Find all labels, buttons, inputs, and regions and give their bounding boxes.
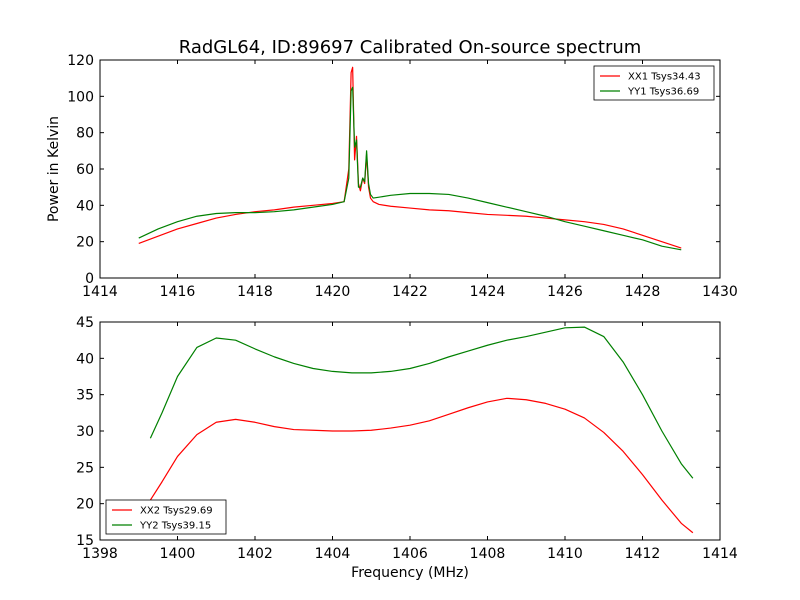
top-legend: XX1 Tsys34.43 YY1 Tsys36.69 [593,65,715,101]
bottom-x-tick-label: 1412 [625,546,661,562]
top-legend-label-1: XX1 Tsys34.43 [628,72,701,83]
bottom-y-tick-label: 40 [76,351,94,367]
top-x-tick-label: 1422 [392,284,428,300]
bottom-x-tick-label: 1414 [702,546,738,562]
top-x-tick-label: 1414 [82,284,118,300]
bottom-series-line-2 [149,326,694,479]
top-y-tick-label: 20 [76,235,94,251]
bottom-series-line-1 [149,397,694,534]
top-plot: 1414 1416 1418 1420 1422 1424 1426 1428 1430 0 20 4… [67,53,738,300]
top-legend-box [593,65,715,101]
bottom-x-tick-label: 1398 [82,546,118,562]
top-x-tick-label: 1428 [625,284,661,300]
figure-title: RadGL64, ID:89697 Calibrated On-source s… [179,37,642,58]
bottom-x-tick-label: 1402 [237,546,273,562]
top-x-tick-label: 1420 [315,284,351,300]
bottom-legend: XX2 Tsys29.69 YY2 Tsys39.15 [105,499,227,535]
top-x-tick-label: 1418 [237,284,273,300]
top-y-tick-label: 40 [76,198,94,214]
bottom-x-tick-label: 1410 [547,546,583,562]
top-y-tick-label: 0 [85,271,94,287]
bottom-y-tick-label: 45 [76,315,94,331]
bottom-legend-label-2: YY2 Tsys39.15 [139,521,211,532]
bottom-y-tick-label: 20 [76,497,94,513]
bottom-y-tick-label: 15 [76,533,94,549]
top-x-tick-label: 1426 [547,284,583,300]
bottom-legend-label-1: XX2 Tsys29.69 [140,506,213,517]
bottom-y-tick-label: 35 [76,388,94,404]
bottom-x-tick-label: 1404 [315,546,351,562]
bottom-y-tick-label: 25 [76,460,94,476]
top-x-tick-label: 1430 [702,284,738,300]
bottom-x-tick-label: 1408 [470,546,506,562]
top-legend-label-2: YY1 Tsys36.69 [627,87,699,98]
x-axis-label: Frequency (MHz) [351,565,469,581]
top-y-tick-label: 60 [76,162,94,178]
top-x-tick-label: 1416 [160,284,196,300]
bottom-x-tick-label: 1406 [392,546,428,562]
top-x-tick-label: 1424 [470,284,506,300]
bottom-plot: 1398 1400 1402 1404 1406 1408 1410 1412 1414 15 20… [76,315,738,562]
top-y-tick-label: 120 [67,53,94,69]
top-series-line-2 [138,86,682,251]
bottom-y-tick-label: 30 [76,424,94,440]
bottom-legend-box [105,499,227,535]
bottom-x-tick-label: 1400 [160,546,196,562]
top-y-tick-label: 80 [76,126,94,142]
top-y-tick-label: 100 [67,89,94,105]
y-axis-label: Power in Kelvin [46,116,62,222]
